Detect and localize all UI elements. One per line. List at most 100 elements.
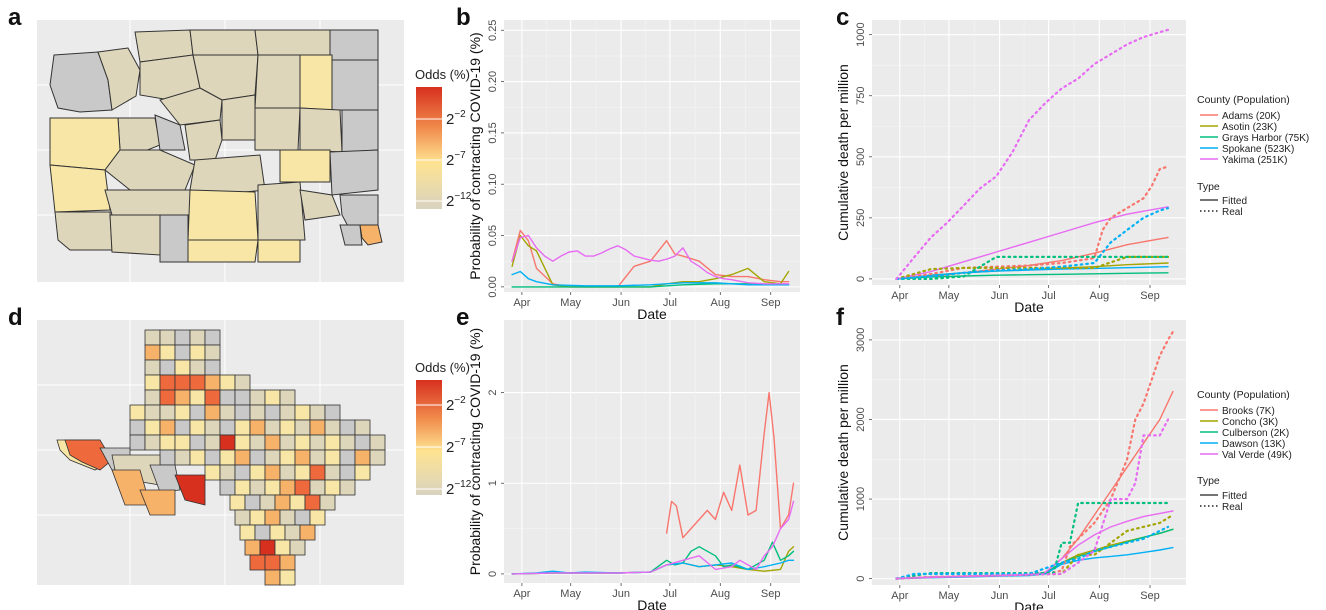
tx-county: [279, 464, 296, 481]
panel-label-e: e: [456, 304, 469, 331]
y-tick-label: 3000: [855, 328, 867, 352]
tx-county: [234, 404, 251, 421]
tx-county: [159, 434, 176, 451]
series-line-brooks: [665, 391, 795, 539]
tx-county: [294, 419, 311, 436]
x-tick-label: Sep: [761, 297, 781, 309]
legend-c-title: County (Population): [1197, 94, 1290, 106]
tx-county: [279, 389, 296, 406]
tx-county: [129, 434, 146, 451]
tx-county: [324, 479, 341, 496]
tx-county: [159, 449, 176, 466]
tx-county: [294, 509, 311, 526]
tx-county: [204, 419, 221, 436]
x-tick-label: May: [938, 590, 959, 602]
tx-county: [144, 404, 161, 421]
x-tick-label: Apr: [891, 290, 908, 302]
x-tick-label: May: [560, 588, 581, 600]
tx-county: [204, 464, 221, 481]
tx-county: [264, 479, 281, 496]
tx-county: [174, 434, 191, 451]
wa-county: [254, 107, 301, 151]
wa-county: [187, 239, 259, 263]
y-axis-title: Probability of contracting COVID-19 (%): [467, 328, 483, 575]
wa-county: [184, 119, 223, 161]
tx-county: [354, 464, 371, 481]
wa-county: [97, 47, 141, 111]
tx-county: [219, 404, 236, 421]
legend-label-dawson: Dawson (13K): [1222, 439, 1285, 450]
tx-county: [144, 389, 161, 406]
tx-county: [284, 524, 301, 541]
tx-county: [144, 344, 161, 361]
tx-county: [64, 439, 113, 471]
tx-county: [144, 374, 161, 391]
tx-county: [229, 494, 246, 511]
x-tick-label: Apr: [513, 588, 530, 600]
tx-county: [189, 344, 206, 361]
y-tick-label: 500: [855, 148, 867, 166]
legend-c-fitted: Fitted: [1222, 196, 1247, 207]
tx-county: [159, 329, 176, 346]
x-tick-label: Jun: [991, 590, 1009, 602]
y-tick-label: 1: [487, 480, 499, 486]
legend-label-spokane: Spokane (523K): [1222, 144, 1294, 155]
tx-county: [259, 494, 276, 511]
series-line-adams: [511, 229, 790, 288]
tx-county: [129, 404, 146, 421]
tx-county: [279, 419, 296, 436]
tx-county: [174, 389, 191, 406]
wa-county: [49, 117, 121, 171]
tx-county: [239, 524, 256, 541]
tx-county: [249, 464, 266, 481]
x-tick-label: Apr: [513, 297, 530, 309]
legend-f-real: Real: [1222, 502, 1243, 513]
x-tick-label: Jun: [991, 290, 1009, 302]
y-tick-label: 0.10: [487, 174, 499, 195]
tx-county: [354, 449, 371, 466]
series-line-grays-harbor-fitted: [895, 272, 1169, 280]
wa-county: [329, 149, 379, 196]
tx-county: [279, 479, 296, 496]
series-line-spokane: [511, 270, 790, 287]
tx-county: [159, 419, 176, 436]
tx-county: [264, 419, 281, 436]
tx-county: [129, 419, 146, 436]
series-line-yakima-real: [895, 28, 1170, 280]
wa-county: [359, 224, 383, 246]
tx-county: [264, 434, 281, 451]
y-tick-label: 1000: [855, 22, 867, 46]
wa-county: [341, 109, 379, 153]
colorbar-label-d-3: 2−12: [446, 479, 472, 498]
tx-county: [264, 509, 281, 526]
tx-county: [289, 539, 306, 556]
tx-county: [159, 404, 176, 421]
tx-county: [244, 539, 261, 556]
y-tick-label: 2000: [855, 407, 867, 431]
panel-label-f: f: [836, 304, 845, 331]
tx-county: [354, 419, 371, 436]
tx-county: [204, 404, 221, 421]
legend-label-culberson: Culberson (2K): [1222, 428, 1289, 439]
tx-county: [279, 509, 296, 526]
wa-county: [339, 224, 363, 246]
tx-county: [264, 389, 281, 406]
wa-county: [279, 149, 331, 183]
wa-county: [254, 54, 301, 109]
wa-county: [257, 181, 306, 241]
tx-county: [249, 509, 266, 526]
tx-county: [274, 494, 291, 511]
legend-label-concho: Concho (3K): [1222, 417, 1278, 428]
tx-county: [204, 329, 221, 346]
y-axis-title: Probability of contracting COVID-19 (%): [467, 32, 483, 279]
tx-county: [159, 344, 176, 361]
tx-county: [204, 374, 221, 391]
tx-county: [324, 449, 341, 466]
tx-county: [294, 449, 311, 466]
tx-county: [144, 434, 161, 451]
tx-county: [234, 479, 251, 496]
map-texas: [37, 320, 404, 586]
wa-county: [254, 29, 333, 56]
tx-county: [174, 359, 191, 376]
tx-county: [259, 539, 276, 556]
